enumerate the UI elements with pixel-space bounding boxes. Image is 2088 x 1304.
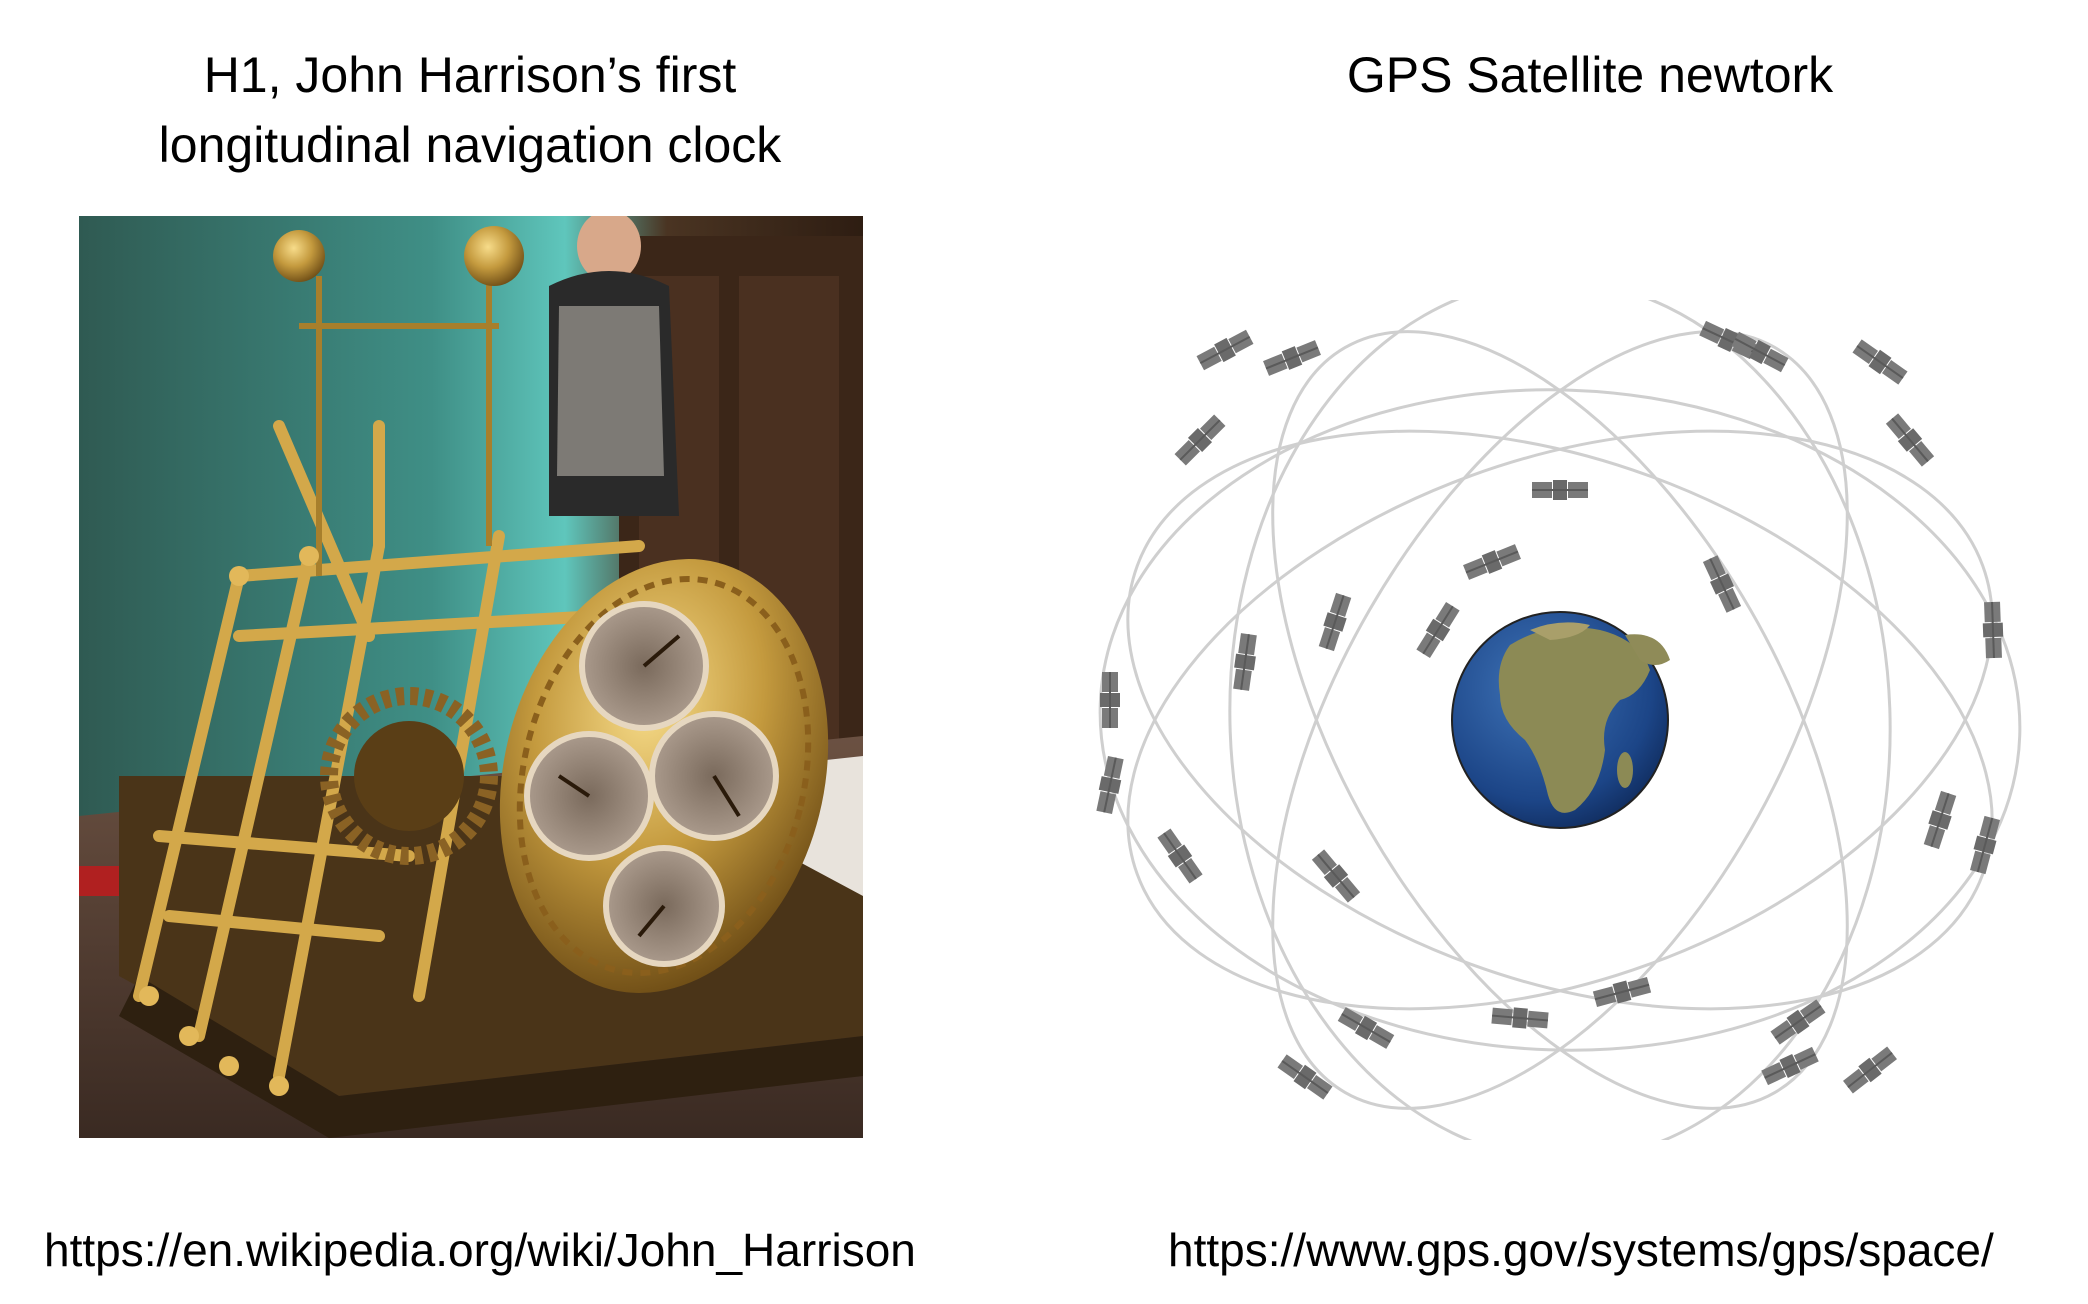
right-source-url[interactable]: https://www.gps.gov/systems/gps/space/ bbox=[1168, 1224, 1994, 1276]
earth-globe bbox=[1451, 611, 1670, 829]
gps-satellite-diagram bbox=[1093, 300, 2022, 1140]
left-title-line-2: longitudinal navigation clock bbox=[158, 117, 782, 173]
left-title-line-1: H1, John Harrison’s first bbox=[203, 47, 737, 103]
left-source-url[interactable]: https://en.wikipedia.org/wiki/John_Harri… bbox=[44, 1224, 916, 1276]
right-title: GPS Satellite newtork bbox=[1346, 47, 1834, 103]
left-title: H1, John Harrison’s first longitudinal n… bbox=[40, 40, 900, 180]
h1-clock-photo bbox=[79, 216, 863, 1138]
